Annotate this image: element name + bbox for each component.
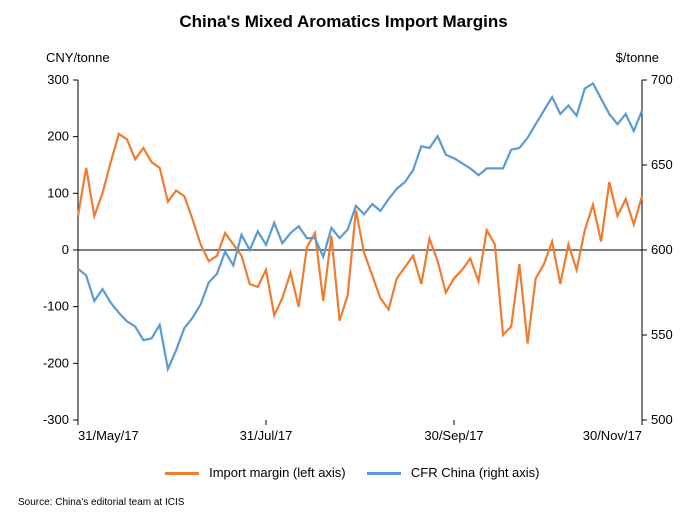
svg-text:100: 100 <box>47 185 69 200</box>
svg-text:550: 550 <box>651 327 673 342</box>
svg-text:600: 600 <box>651 242 673 257</box>
svg-text:-300: -300 <box>43 412 69 427</box>
legend-swatch-0 <box>165 472 199 475</box>
chart-svg: -300 -200 -100 0 100 200 300 500 550 600 650 700 31/… <box>0 0 687 518</box>
legend-swatch-1 <box>367 472 401 475</box>
svg-text:200: 200 <box>47 129 69 144</box>
svg-text:700: 700 <box>651 72 673 87</box>
chart-container: { "title": "China's Mixed Aromatics Impo… <box>0 0 687 518</box>
svg-text:31/Jul/17: 31/Jul/17 <box>240 428 293 443</box>
svg-text:-200: -200 <box>43 355 69 370</box>
svg-text:31/May/17: 31/May/17 <box>78 428 139 443</box>
svg-text:30/Nov/17: 30/Nov/17 <box>583 428 642 443</box>
svg-text:300: 300 <box>47 72 69 87</box>
legend: Import margin (left axis) CFR China (rig… <box>0 465 687 480</box>
svg-text:500: 500 <box>651 412 673 427</box>
legend-label-0: Import margin (left axis) <box>209 465 346 480</box>
svg-text:30/Sep/17: 30/Sep/17 <box>424 428 483 443</box>
source-text: Source: China's editorial team at ICIS <box>18 497 184 508</box>
legend-label-1: CFR China (right axis) <box>411 465 540 480</box>
svg-text:0: 0 <box>62 242 69 257</box>
svg-text:-100: -100 <box>43 299 69 314</box>
svg-text:650: 650 <box>651 157 673 172</box>
